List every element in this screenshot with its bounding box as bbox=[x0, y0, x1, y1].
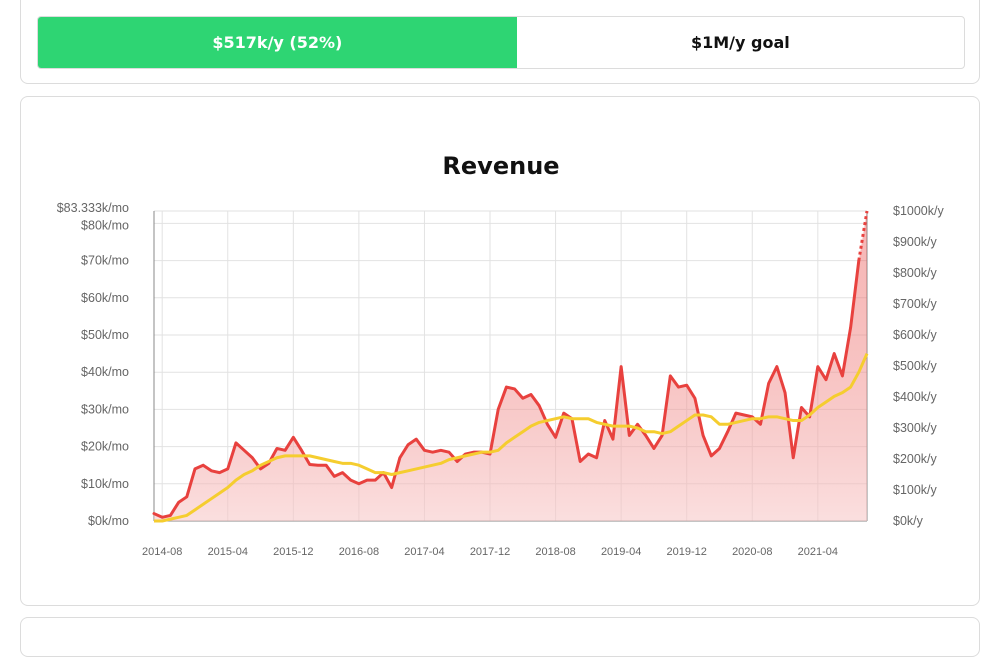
y-left-tick-label: $60k/mo bbox=[81, 291, 129, 305]
y-right-tick-label: $1000k/y bbox=[893, 204, 944, 218]
y-left-tick-label: $30k/mo bbox=[81, 402, 129, 416]
x-tick-label: 2017-12 bbox=[470, 546, 510, 558]
average-revenue-line bbox=[154, 352, 869, 523]
left-axis-ticks: $0k/mo $10k/mo $20k/mo $30k/mo $40k/mo $50k/m… bbox=[57, 201, 129, 528]
right-axis-ticks: $0k/y $100k/y $200k/y $300k/y $400k/y $500k/y… bbox=[893, 204, 944, 528]
y-right-tick-label: $400k/y bbox=[893, 390, 938, 404]
y-left-tick-label: $70k/mo bbox=[81, 254, 129, 268]
progress-fill: $517k/y (52%) bbox=[38, 17, 517, 68]
y-right-tick-label: $200k/y bbox=[893, 452, 938, 466]
y-right-tick-label: $900k/y bbox=[893, 235, 938, 249]
y-right-tick-label: $300k/y bbox=[893, 421, 938, 435]
y-right-tick-label: $700k/y bbox=[893, 297, 938, 311]
monthly-revenue-projection bbox=[857, 210, 869, 261]
x-tick-label: 2019-04 bbox=[601, 546, 641, 558]
y-right-tick-label: $100k/y bbox=[893, 483, 938, 497]
chart-series bbox=[152, 210, 869, 523]
goal-label-area: $1M/y goal bbox=[517, 17, 964, 68]
x-tick-label: 2014-08 bbox=[142, 546, 182, 558]
y-left-tick-label: $20k/mo bbox=[81, 440, 129, 454]
x-axis-ticks: 2014-08 2015-04 2015-12 2016-08 2017-04 2017-… bbox=[142, 546, 838, 558]
x-tick-label: 2015-12 bbox=[273, 546, 313, 558]
chart-title: Revenue bbox=[442, 152, 559, 180]
x-tick-label: 2020-08 bbox=[732, 546, 772, 558]
y-left-tick-label: $83.333k/mo bbox=[57, 201, 129, 215]
revenue-chart: Revenue $0k/mo $10k/mo $20k/mo $30k/mo $40k/… bbox=[57, 152, 945, 558]
y-left-tick-label: $80k/mo bbox=[81, 218, 129, 232]
y-right-tick-label: $500k/y bbox=[893, 359, 938, 373]
x-tick-label: 2015-04 bbox=[208, 546, 248, 558]
y-left-tick-label: $10k/mo bbox=[81, 477, 129, 491]
x-tick-label: 2018-08 bbox=[535, 546, 575, 558]
goal-progress-bar: $517k/y (52%) $1M/y goal bbox=[37, 16, 965, 69]
y-right-tick-label: $600k/y bbox=[893, 328, 938, 342]
goal-progress-card: $517k/y (52%) $1M/y goal bbox=[20, 0, 980, 84]
x-tick-label: 2017-04 bbox=[404, 546, 444, 558]
goal-label: $1M/y goal bbox=[690, 33, 790, 52]
x-tick-label: 2016-08 bbox=[339, 546, 379, 558]
y-right-tick-label: $0k/y bbox=[893, 514, 924, 528]
y-left-tick-label: $40k/mo bbox=[81, 365, 129, 379]
current-revenue-label: $517k/y (52%) bbox=[212, 33, 343, 52]
x-tick-label: 2021-04 bbox=[798, 546, 838, 558]
y-right-tick-label: $800k/y bbox=[893, 266, 938, 280]
revenue-chart-card: Revenue $0k/mo $10k/mo $20k/mo $30k/mo $40k/… bbox=[20, 96, 980, 606]
next-card bbox=[20, 617, 980, 657]
monthly-revenue-area bbox=[154, 211, 867, 521]
y-left-tick-label: $50k/mo bbox=[81, 328, 129, 342]
x-tick-label: 2019-12 bbox=[667, 546, 707, 558]
y-left-tick-label: $0k/mo bbox=[88, 514, 129, 528]
monthly-revenue-line bbox=[152, 259, 861, 519]
